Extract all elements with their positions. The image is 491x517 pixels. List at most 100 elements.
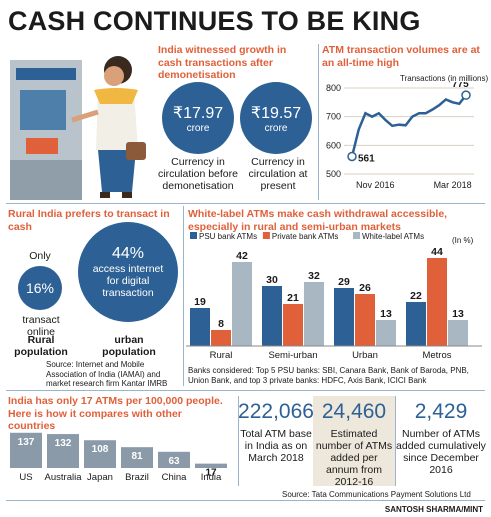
countries-heading: India has only 17 ATMs per 100,000 peopl… bbox=[8, 395, 223, 432]
y-tick-label-600: 600 bbox=[326, 140, 341, 150]
countries-bar-chart: 137 US 132 Australia 108 Japan 81 Brazil 63 China… bbox=[10, 432, 227, 483]
bar-rural-0 bbox=[190, 308, 210, 346]
woman-shoe-left bbox=[100, 192, 110, 198]
atm-illustration bbox=[10, 56, 146, 200]
atm-volume-line-chart: 500 600 700 800 561 775 Nov 2016 Mar 2018 bbox=[326, 82, 474, 190]
rural-only-label: Only bbox=[29, 250, 51, 262]
bar-urban-1 bbox=[355, 294, 375, 346]
country-label-australia: Australia bbox=[45, 472, 83, 483]
country-label-us: US bbox=[19, 472, 32, 483]
credit: SANTOSH SHARMA/MINT bbox=[384, 505, 483, 514]
stat-total-atm-label: Total ATM base in India as on March 2018 bbox=[240, 428, 312, 464]
end-value-label: 775 bbox=[452, 82, 469, 90]
bar-value-label: 19 bbox=[194, 296, 206, 308]
country-label-japan: Japan bbox=[87, 472, 113, 483]
divider-bottom bbox=[6, 500, 485, 501]
legend-swatch-0 bbox=[190, 232, 197, 239]
currency-before-value: ₹17.97 bbox=[172, 104, 224, 122]
stat-divider-1 bbox=[238, 396, 239, 486]
bar-urban-0 bbox=[334, 288, 354, 346]
woman-shoe-right bbox=[122, 192, 132, 198]
bar-value-label: 30 bbox=[266, 274, 278, 286]
category-label-semi-urban: Semi-urban bbox=[268, 350, 317, 361]
divider-top bbox=[318, 44, 319, 200]
stat-panel-highlight bbox=[313, 396, 395, 486]
stat-per-annum-value: 24,460 bbox=[321, 400, 387, 423]
currency-present-value: ₹19.57 bbox=[250, 104, 302, 122]
country-bar-india bbox=[195, 463, 227, 468]
atm-header-panel bbox=[16, 68, 76, 80]
stat-since-dec: 2,429 Number of ATMs added cumulatively … bbox=[396, 400, 486, 476]
bar-value-label: 44 bbox=[431, 246, 443, 258]
rural-circle: 16% bbox=[18, 266, 62, 310]
y-tick-label-700: 700 bbox=[326, 112, 341, 122]
divider-mid bbox=[6, 203, 485, 204]
legend-swatch-1 bbox=[262, 232, 270, 239]
country-value-label: 108 bbox=[92, 444, 109, 455]
urban-circle: 44% access internet for digital transact… bbox=[78, 222, 178, 322]
bar-metros-1 bbox=[427, 258, 447, 346]
country-bar-brazil bbox=[121, 447, 153, 468]
legend-label-2: White-label ATMs bbox=[362, 232, 424, 241]
currency-before-label: Currency in circulation before demonetis… bbox=[158, 156, 238, 192]
bar-semi-urban-2 bbox=[304, 282, 324, 346]
rural-source: Source: Internet and Mobile Association … bbox=[46, 360, 168, 388]
country-bar-australia bbox=[47, 434, 79, 468]
category-label-urban: Urban bbox=[352, 350, 378, 361]
atm-volume-heading: ATM transaction volumes are at an all-ti… bbox=[322, 44, 480, 69]
country-bar-china bbox=[158, 451, 190, 468]
bar-urban-2 bbox=[376, 320, 396, 346]
y-tick-label-500: 500 bbox=[326, 169, 341, 179]
page-title: CASH CONTINUES TO BE KING bbox=[8, 6, 421, 36]
country-bar-us bbox=[10, 432, 42, 468]
urban-population-label: urban population bbox=[102, 334, 156, 358]
stat-per-annum-label: Estimated number of ATMs added per annum… bbox=[315, 428, 393, 488]
currency-before-unit: crore bbox=[186, 122, 210, 134]
urban-pct: 44% bbox=[111, 245, 145, 262]
country-value-label: 63 bbox=[168, 456, 180, 467]
bar-metros-2 bbox=[448, 320, 468, 346]
whitelabel-note: Banks considered: Top 5 PSU banks: SBI, … bbox=[188, 366, 469, 385]
stat-divider-2 bbox=[395, 396, 396, 486]
bar-rural-1 bbox=[211, 330, 231, 346]
bar-value-label: 32 bbox=[308, 270, 320, 282]
bar-rural-2 bbox=[232, 262, 252, 346]
country-label-brazil: Brazil bbox=[125, 472, 149, 483]
stat-since-dec-value: 2,429 bbox=[414, 400, 468, 423]
category-label-rural: Rural bbox=[210, 350, 233, 361]
atm-volume-unit: Transactions (in millions) bbox=[400, 74, 489, 83]
end-point-marker bbox=[461, 90, 471, 100]
bar-semi-urban-0 bbox=[262, 286, 282, 346]
category-label-metros: Metros bbox=[422, 350, 451, 361]
woman-face bbox=[104, 66, 124, 86]
bar-value-label: 22 bbox=[410, 290, 422, 302]
currency-present-unit: crore bbox=[264, 122, 288, 134]
bar-value-label: 29 bbox=[338, 276, 350, 288]
whitelabel-unit: (In %) bbox=[452, 236, 474, 245]
stat-since-dec-label: Number of ATMs added cumulatively since … bbox=[396, 428, 486, 476]
start-point-marker bbox=[347, 151, 357, 162]
country-value-label: 81 bbox=[131, 451, 143, 462]
country-bar-japan bbox=[84, 440, 116, 468]
rural-population-label: Rural population bbox=[14, 334, 68, 358]
currency-present-label: Currency in circulation at present bbox=[248, 156, 308, 192]
country-label-india: India bbox=[201, 472, 222, 483]
country-value-label: 132 bbox=[55, 438, 72, 449]
atm-base bbox=[10, 160, 82, 200]
legend-label-0: PSU bank ATMs bbox=[199, 232, 257, 241]
stat-total-atm: 222,066 Total ATM base in India as on Ma… bbox=[238, 400, 314, 464]
country-label-china: China bbox=[162, 472, 188, 483]
woman-arm bbox=[71, 109, 99, 123]
bar-value-label: 13 bbox=[452, 308, 464, 320]
handbag bbox=[126, 142, 146, 160]
rural-desc: transact online bbox=[22, 314, 60, 338]
y-tick-label-800: 800 bbox=[326, 83, 341, 93]
legend-label-1: Private bank ATMs bbox=[272, 232, 339, 241]
woman-scarf bbox=[94, 88, 138, 104]
bar-value-label: 26 bbox=[359, 282, 371, 294]
currency-heading: India witnessed growth in cash transacti… bbox=[158, 44, 287, 81]
urban-desc: access internet for digital transaction bbox=[92, 263, 164, 299]
divider-low bbox=[6, 390, 485, 391]
legend-swatch-2 bbox=[353, 232, 360, 239]
bar-semi-urban-1 bbox=[283, 304, 303, 346]
